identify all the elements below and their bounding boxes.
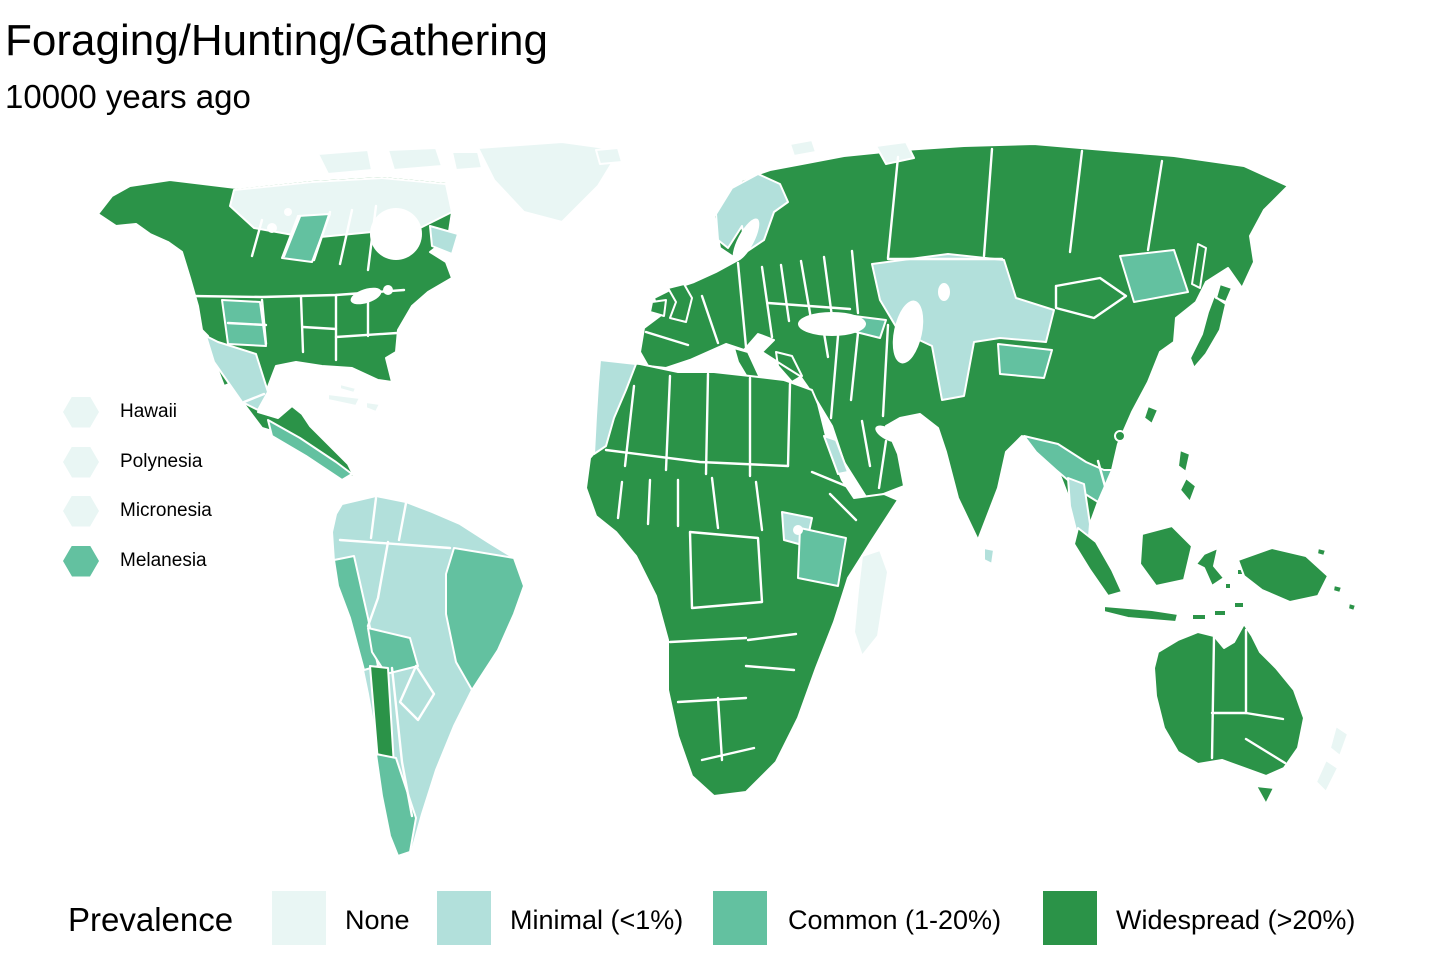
region-southern-mexico-central-america [267, 419, 353, 481]
region-java [1103, 605, 1179, 623]
polynesia-hex-marker [63, 446, 99, 478]
legend-label-common: Common (1-20%) [788, 905, 1002, 935]
region-borneo [1139, 525, 1193, 587]
region-eritrea-coast [823, 435, 849, 475]
region-tanzania [797, 527, 847, 587]
legend-label-minimal: Minimal (<1%) [510, 905, 684, 935]
country-borders [190, 147, 1287, 818]
page-title: Foraging/Hunting/Gathering [5, 16, 548, 65]
region-scandinavia [715, 173, 789, 253]
region-british-isles [649, 283, 693, 323]
region-new-guinea [1237, 547, 1329, 603]
page-subtitle: 10000 years ago [5, 78, 251, 115]
aral-sea [938, 283, 950, 301]
caspian-sea [892, 300, 924, 364]
region-new-zealand [1315, 725, 1349, 793]
region-newfoundland-coast [429, 225, 459, 255]
region-southern-chile-patagonia [375, 753, 417, 857]
region-africa [585, 359, 899, 797]
region-tibet [997, 343, 1053, 379]
region-tasmania [1255, 785, 1275, 805]
region-sumatra [1073, 527, 1123, 597]
region-novaya-zemlya [875, 141, 915, 165]
island-legend-row-melanesia: Melanesia [63, 545, 207, 577]
hawaii-hex-marker [63, 396, 99, 428]
melanesia-hex-marker [63, 545, 99, 577]
legend-label-widespread: Widespread (>20%) [1116, 905, 1356, 935]
region-north-america [97, 175, 453, 479]
island-legend-row-polynesia: Polynesia [63, 446, 202, 478]
hudson-bay [370, 208, 422, 260]
legend-swatch-minimal [437, 891, 491, 945]
region-greenland [477, 141, 621, 223]
legend-swatch-common [713, 891, 767, 945]
island-legend-row-micronesia: Micronesia [63, 495, 212, 527]
region-hainan [1114, 430, 1126, 442]
region-manchuria-amur [1119, 249, 1189, 303]
region-sakhalin [1191, 243, 1207, 289]
region-japan [1189, 283, 1233, 369]
great-bear-lake [284, 208, 292, 216]
region-madagascar [853, 549, 889, 657]
region-sri-lanka [983, 547, 995, 565]
island-legend-row-hawaii: Hawaii [63, 396, 177, 428]
region-svalbard [789, 139, 817, 157]
great-slave-lake [267, 223, 277, 233]
island-label-micronesia: Micronesia [120, 500, 212, 521]
region-bolivia [367, 627, 419, 675]
legend-label-none: None [345, 905, 410, 935]
water-bodies [267, 208, 950, 535]
persian-gulf [875, 425, 901, 443]
black-sea [798, 312, 866, 336]
region-arctic-islands [317, 147, 483, 175]
micronesia-hex-marker [63, 495, 99, 527]
legend-swatch-none [272, 891, 326, 945]
region-caribbean-islands [327, 383, 381, 413]
island-label-polynesia: Polynesia [120, 451, 203, 472]
region-northern-mexico [205, 335, 269, 411]
baltic-sea [732, 218, 760, 262]
region-eastern-brazil [445, 547, 525, 691]
region-lesser-sunda-islands [1191, 601, 1245, 621]
region-taiwan [1143, 405, 1159, 425]
region-morocco-western-sahara [593, 359, 637, 455]
region-iceland [595, 147, 623, 165]
island-label-hawaii: Hawaii [120, 401, 178, 422]
island-label-melanesia: Melanesia [120, 550, 207, 571]
region-canadian-prairies [281, 213, 331, 263]
region-moluccas [1224, 568, 1244, 590]
lake-victoria [793, 525, 803, 535]
legend-swatch-widespread [1043, 891, 1097, 945]
region-solomon-islands [1316, 547, 1357, 612]
region-philippines [1177, 449, 1197, 503]
region-australia [1153, 623, 1305, 777]
legend-title: Prevalence [68, 901, 234, 938]
region-sulawesi [1195, 547, 1225, 587]
region-south-america [331, 495, 525, 859]
